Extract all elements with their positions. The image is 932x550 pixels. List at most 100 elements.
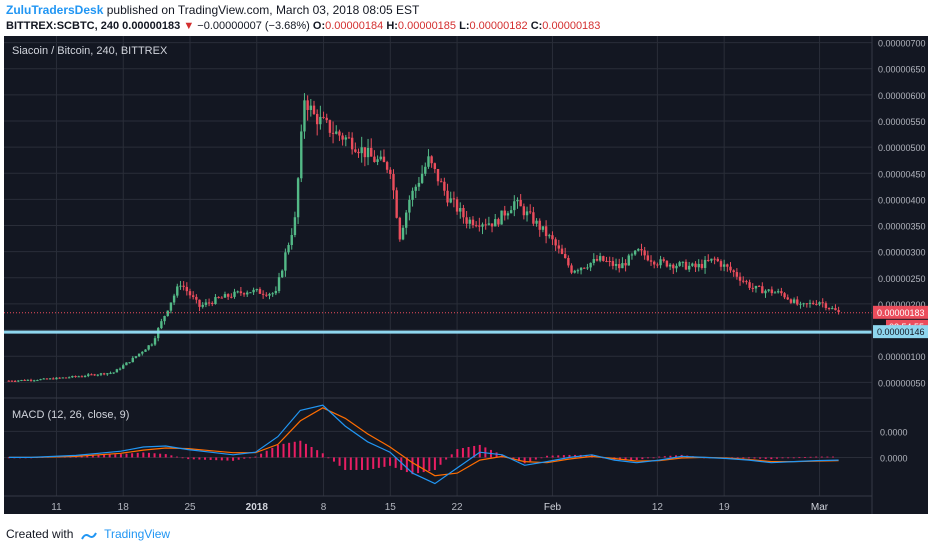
candle-body: [815, 303, 818, 305]
macd-histogram-bar: [803, 457, 806, 458]
candle-body: [719, 261, 723, 267]
candle-body: [99, 373, 103, 375]
macd-histogram-bar: [377, 457, 380, 468]
candle-body: [20, 379, 23, 381]
candle-body: [653, 261, 656, 265]
candle-body: [13, 381, 17, 383]
candle-body: [614, 264, 618, 266]
candle-body: [271, 293, 274, 295]
macd-histogram-bar: [220, 457, 223, 461]
candle-body: [735, 272, 739, 277]
macd-histogram-bar: [736, 457, 739, 459]
macd-histogram-bar: [400, 457, 403, 470]
date-tick-label: 18: [118, 502, 130, 513]
price-tick-label: 0.00000050: [878, 378, 926, 388]
candle-body: [366, 147, 370, 158]
candle-body: [236, 291, 239, 293]
chart-panel[interactable]: 0.000000500.000001000.000001500.00000200…: [4, 36, 928, 514]
candle-body: [322, 116, 325, 118]
macd-histogram-bar: [131, 453, 134, 458]
candle-body: [376, 159, 379, 162]
candle-body: [408, 199, 411, 213]
macd-histogram-bar: [546, 455, 549, 458]
macd-histogram-bar: [770, 457, 773, 460]
macd-histogram-bar: [187, 457, 190, 460]
candle-body: [665, 260, 669, 267]
date-tick-label: Mar: [811, 502, 829, 513]
candle-body: [490, 223, 494, 227]
candle-body: [770, 289, 774, 294]
low-label: L:: [459, 20, 470, 32]
candle-body: [411, 190, 414, 200]
macd-histogram-bar: [260, 453, 263, 458]
candle-body: [293, 217, 297, 236]
macd-histogram-bar: [338, 457, 341, 466]
candle-body: [195, 296, 198, 300]
candle-body: [471, 219, 475, 226]
candle-body: [465, 217, 468, 224]
support-tag: [873, 325, 928, 339]
macd-histogram-bar: [243, 457, 246, 459]
candle-body: [150, 344, 154, 346]
macd-histogram-bar: [125, 453, 128, 458]
macd-histogram-bar: [439, 457, 442, 465]
candle-body: [128, 362, 131, 364]
macd-histogram-bar: [473, 445, 476, 458]
candle-body: [64, 377, 68, 379]
candle-body: [354, 149, 357, 152]
macd-histogram-bar: [372, 457, 375, 469]
macd-histogram-bar: [646, 457, 649, 459]
candle-body: [252, 289, 255, 293]
candle-body: [716, 258, 719, 262]
candle-body: [767, 289, 770, 291]
candle-body: [611, 261, 615, 266]
macd-histogram-bar: [781, 457, 784, 459]
candle-body: [373, 156, 376, 162]
candle-body: [385, 162, 389, 170]
candle-body: [500, 210, 503, 225]
macd-histogram-bar: [383, 457, 386, 467]
macd-histogram-bar: [759, 457, 762, 459]
symbol-info: BITTREX:SCBTC, 240 0.00000183 ▼ −0.00000…: [6, 20, 600, 32]
candle-body: [287, 245, 290, 253]
macd-histogram-bar: [114, 454, 117, 458]
macd-histogram-bar: [461, 448, 464, 458]
candle-body: [319, 116, 322, 125]
macd-histogram-bar: [198, 457, 201, 460]
macd-histogram-bar: [282, 443, 285, 458]
chart-svg[interactable]: 0.000000500.000001000.000001500.00000200…: [4, 36, 928, 514]
candle-body: [687, 265, 691, 270]
candle-body: [570, 265, 573, 273]
candle-body: [420, 173, 424, 183]
candle-body: [811, 302, 815, 304]
macd-histogram-bar: [624, 457, 627, 460]
macd-histogram-bar: [209, 457, 212, 460]
candle-body: [789, 299, 793, 303]
candle-body: [179, 285, 182, 287]
candle-body: [541, 226, 545, 230]
candle-body: [455, 199, 459, 212]
candle-body: [87, 374, 90, 376]
macd-histogram-bar: [478, 444, 481, 458]
candle-body: [23, 379, 26, 381]
candle-body: [118, 368, 122, 370]
high-label: H:: [386, 20, 398, 32]
macd-histogram-bar: [254, 456, 257, 458]
macd-histogram-bar: [226, 457, 229, 461]
low-value: 0.00000182: [469, 20, 528, 32]
footer: Created with TradingView: [6, 527, 170, 541]
candle-body: [761, 286, 764, 294]
candle-body: [732, 270, 735, 273]
candle-body: [303, 100, 306, 132]
candle-body: [281, 270, 284, 278]
author-link[interactable]: ZuluTradersDesk: [6, 3, 104, 17]
candle-body: [77, 376, 80, 378]
candle-body: [678, 262, 681, 266]
tradingview-link[interactable]: TradingView: [104, 527, 171, 541]
macd-histogram-bar: [394, 457, 397, 468]
last-price-tag-label: 0.00000183: [877, 308, 925, 318]
candle-body: [169, 302, 173, 311]
candle-body: [144, 349, 147, 352]
macd-histogram-bar: [747, 457, 750, 459]
candle-body: [134, 356, 138, 358]
